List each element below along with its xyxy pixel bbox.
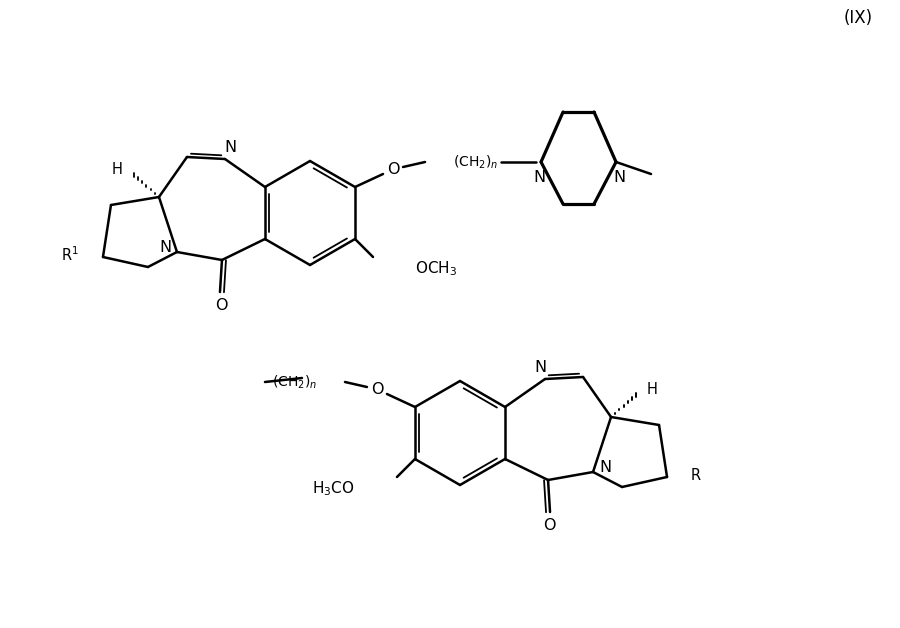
Text: O: O	[371, 381, 383, 396]
Text: N: N	[613, 170, 626, 185]
Text: H: H	[112, 161, 123, 176]
Text: N: N	[534, 359, 546, 374]
Text: O: O	[387, 161, 400, 176]
Text: (CH$_2$)$_n$: (CH$_2$)$_n$	[453, 153, 499, 171]
Text: N: N	[224, 139, 236, 154]
Text: N: N	[159, 239, 171, 254]
Text: N: N	[599, 460, 611, 475]
Text: R: R	[691, 467, 701, 482]
Text: H$_3$CO: H$_3$CO	[312, 480, 355, 499]
Text: N: N	[533, 170, 545, 185]
Text: (CH$_2$)$_n$: (CH$_2$)$_n$	[272, 373, 317, 391]
Text: O: O	[215, 298, 227, 313]
Text: O: O	[543, 519, 555, 534]
Text: (IX): (IX)	[843, 9, 873, 27]
Text: R$^1$: R$^1$	[61, 246, 79, 264]
Text: H: H	[647, 381, 658, 396]
Text: OCH$_3$: OCH$_3$	[415, 259, 457, 278]
